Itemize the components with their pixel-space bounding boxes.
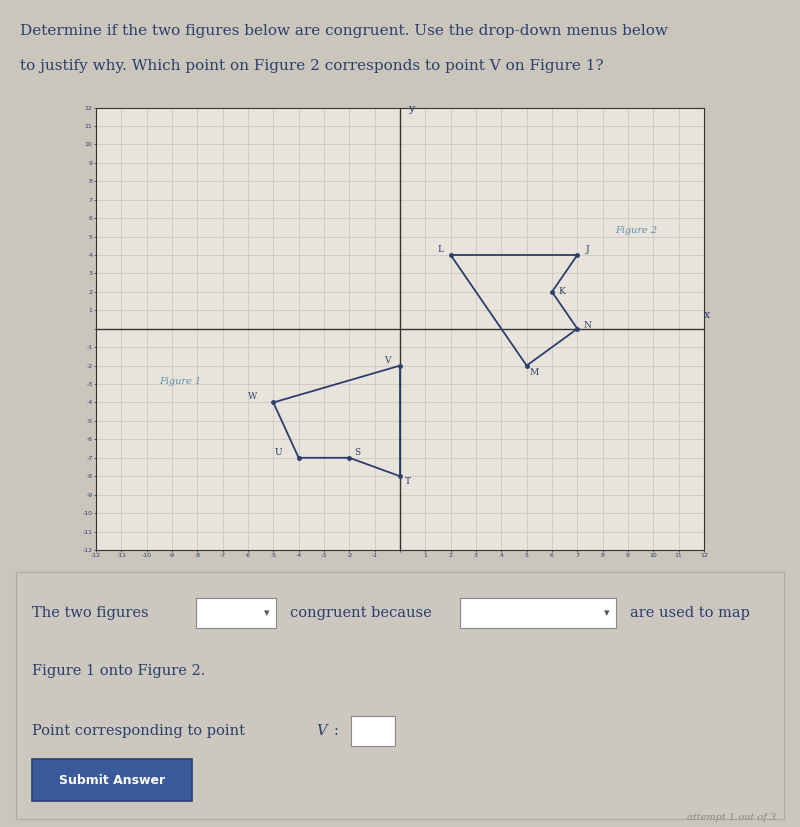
Text: attempt 1 out of 3: attempt 1 out of 3 xyxy=(686,813,776,822)
Bar xyxy=(196,599,276,629)
Text: V: V xyxy=(316,724,326,738)
Text: The two figures: The two figures xyxy=(32,606,149,620)
Bar xyxy=(32,759,192,801)
Text: x: x xyxy=(704,309,710,319)
Bar xyxy=(460,599,616,629)
Text: :: : xyxy=(334,724,338,738)
Text: Point corresponding to point: Point corresponding to point xyxy=(32,724,250,738)
Text: congruent because: congruent because xyxy=(290,606,432,620)
Text: ▾: ▾ xyxy=(603,609,610,619)
Text: S: S xyxy=(354,447,360,457)
Text: K: K xyxy=(558,287,566,296)
Text: J: J xyxy=(586,245,590,254)
Text: V: V xyxy=(384,356,390,365)
Text: Submit Answer: Submit Answer xyxy=(59,773,165,786)
Bar xyxy=(351,715,395,746)
Text: are used to map: are used to map xyxy=(630,606,750,620)
Text: T: T xyxy=(405,477,410,486)
Text: Figure 1: Figure 1 xyxy=(159,377,202,386)
Text: y: y xyxy=(408,104,414,114)
Text: Figure 2: Figure 2 xyxy=(615,226,658,235)
Text: L: L xyxy=(438,245,443,254)
Text: M: M xyxy=(530,369,539,377)
Text: W: W xyxy=(249,393,258,401)
Text: to justify why. Which point on Figure 2 corresponds to point V on Figure 1?: to justify why. Which point on Figure 2 … xyxy=(20,59,604,73)
Text: Determine if the two figures below are congruent. Use the drop-down menus below: Determine if the two figures below are c… xyxy=(20,24,668,38)
Text: U: U xyxy=(274,447,282,457)
Text: N: N xyxy=(583,321,591,329)
Text: ▾: ▾ xyxy=(263,609,270,619)
Text: Figure 1 onto Figure 2.: Figure 1 onto Figure 2. xyxy=(32,664,206,677)
